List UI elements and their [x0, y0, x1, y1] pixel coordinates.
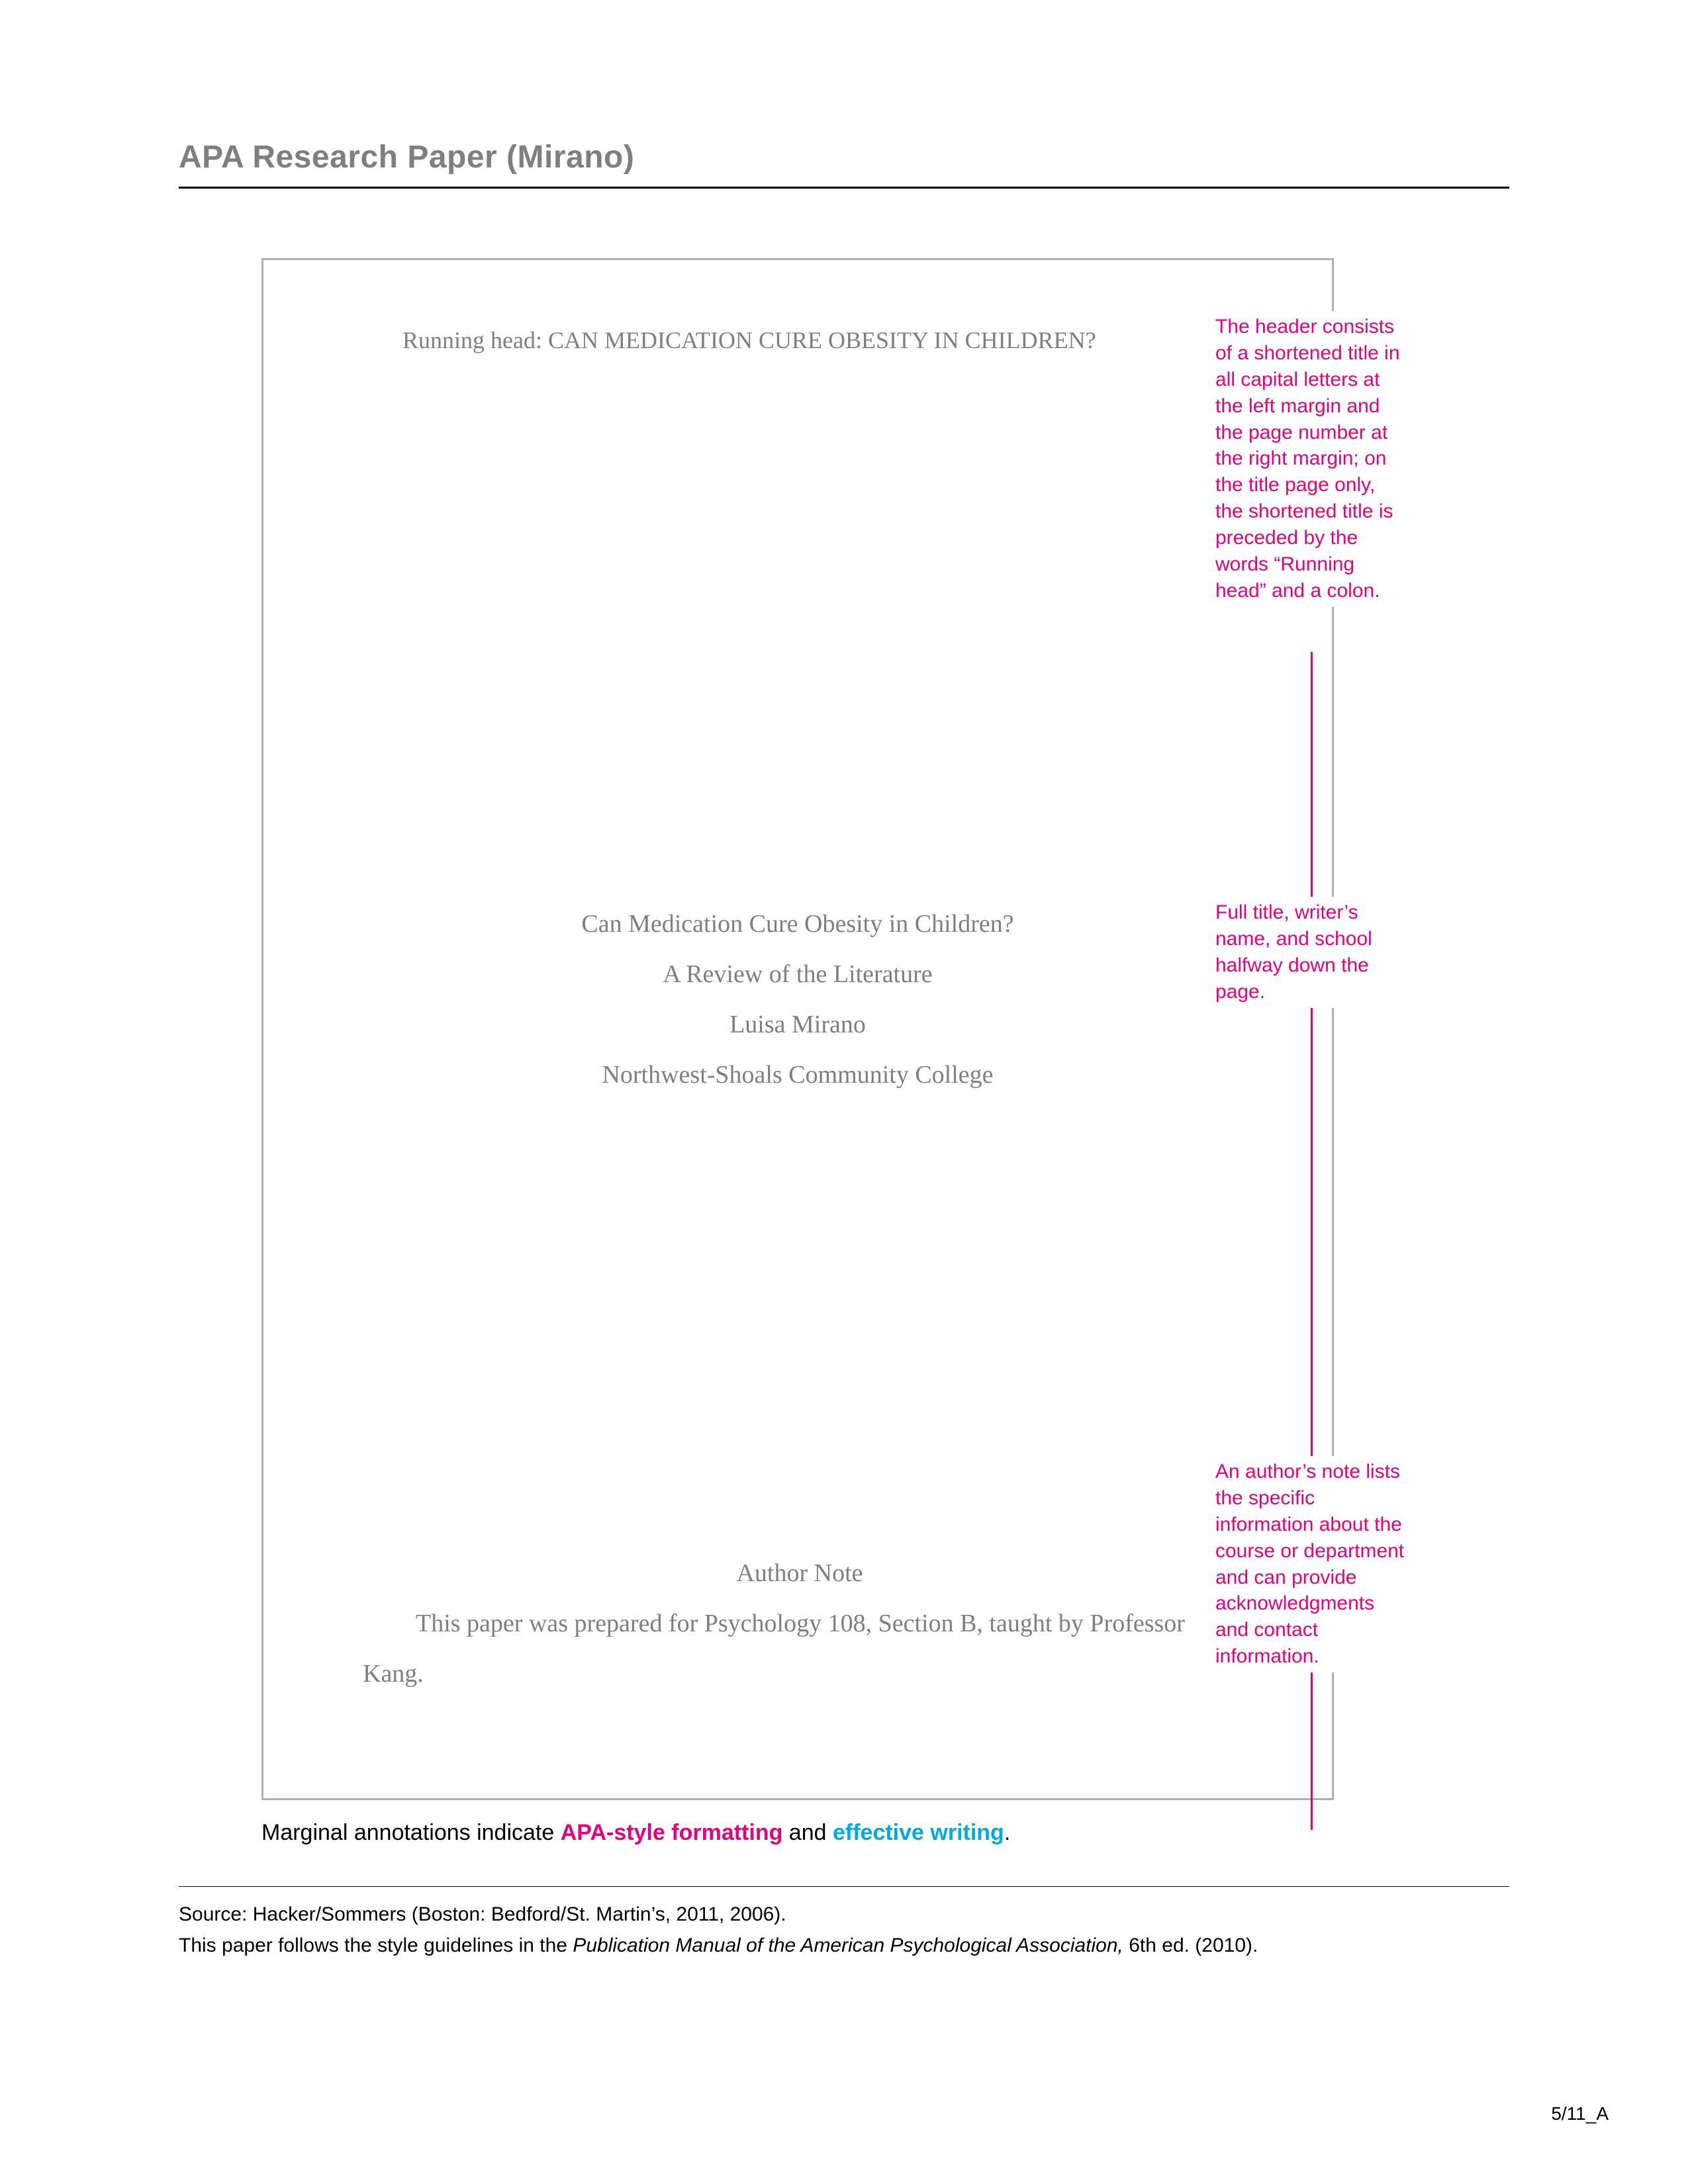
title-block: Can Medication Cure Obesity in Children?…	[263, 899, 1332, 1100]
source-line-2a: This paper follows the style guidelines …	[179, 1934, 573, 1956]
source-line-2b: 6th ed. (2010).	[1123, 1934, 1258, 1956]
source-rule	[179, 1886, 1509, 1887]
legend-blue: effective writing	[833, 1820, 1004, 1845]
paper-author: Luisa Mirano	[263, 999, 1332, 1050]
paper-frame: Running head: CAN MEDICATION CURE OBESIT…	[261, 258, 1334, 1800]
legend-mid: and	[782, 1820, 833, 1845]
source-line-1: Source: Hacker/Sommers (Boston: Bedford/…	[179, 1899, 1509, 1931]
annotation-authornote: An author’s note lists the specific info…	[1211, 1456, 1410, 1672]
source-block: Source: Hacker/Sommers (Boston: Bedford/…	[179, 1899, 1509, 1961]
paper-title-line1: Can Medication Cure Obesity in Children?	[263, 899, 1332, 949]
author-note-body: This paper was prepared for Psychology 1…	[363, 1598, 1237, 1699]
author-note-heading: Author Note	[363, 1548, 1237, 1598]
paper-affiliation: Northwest-Shoals Community College	[263, 1050, 1332, 1100]
document-title: APA Research Paper (Mirano)	[179, 139, 634, 175]
legend-pink: APA-style formatting	[561, 1820, 783, 1845]
source-line-2-ital: Publication Manual of the American Psych…	[573, 1934, 1123, 1956]
legend-suffix: .	[1004, 1820, 1010, 1845]
source-line-2: This paper follows the style guidelines …	[179, 1931, 1509, 1962]
legend-prefix: Marginal annotations indicate	[261, 1820, 561, 1845]
page-root: APA Research Paper (Mirano) Running head…	[0, 0, 1688, 2184]
author-note-block: Author Note This paper was prepared for …	[363, 1548, 1237, 1699]
annotation-header: The header consists of a shortened title…	[1211, 311, 1410, 607]
foot-id: 5/11_A	[1551, 2103, 1609, 2124]
legend: Marginal annotations indicate APA-style …	[261, 1820, 1010, 1846]
title-rule	[179, 187, 1509, 189]
running-head-text: Running head: CAN MEDICATION CURE OBESIT…	[402, 326, 1096, 354]
paper-title-line2: A Review of the Literature	[263, 949, 1332, 999]
annotation-title: Full title, writer’s name, and school ha…	[1211, 897, 1403, 1008]
